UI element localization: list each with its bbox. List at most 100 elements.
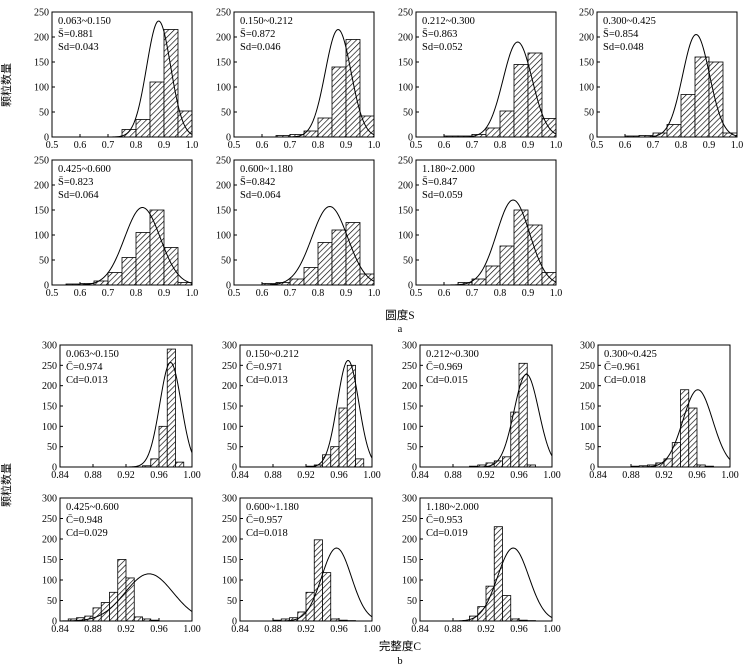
y-tick-label: 50 <box>47 596 57 607</box>
x-tick-label: 0.96 <box>510 470 528 481</box>
histogram-bar <box>666 124 682 138</box>
mean-label: S̄=0.854 <box>603 28 639 40</box>
y-tick-label: 200 <box>222 535 237 546</box>
y-tick-label: 250 <box>216 8 231 19</box>
x-tick-label: 0.7 <box>102 140 115 151</box>
y-tick-label: 100 <box>42 576 57 587</box>
std-dev-label: Cd=0.019 <box>426 528 468 539</box>
histogram-bar <box>499 110 515 138</box>
histogram-bar <box>92 607 102 622</box>
y-tick-label: 50 <box>584 108 594 119</box>
mean-label: C̄=0.957 <box>246 514 283 526</box>
x-tick-label: 1.0 <box>550 140 563 151</box>
plot-frame <box>415 11 557 138</box>
size-range-label: 0.300~0.425 <box>603 16 656 27</box>
x-tick-label: 0.92 <box>117 624 135 635</box>
mean-label: S̄=0.823 <box>58 176 93 188</box>
x-tick-label: 0.7 <box>647 140 660 151</box>
histogram-bar <box>313 539 323 622</box>
size-range-label: 1.180~2.000 <box>422 164 475 175</box>
x-tick-label: 0.88 <box>84 470 102 481</box>
x-tick-label: 0.88 <box>84 624 102 635</box>
y-tick-label: 100 <box>402 422 417 433</box>
x-tick-label: 0.96 <box>330 624 348 635</box>
y-tick-label: 250 <box>216 156 231 167</box>
mean-label: C̄=0.969 <box>426 361 463 373</box>
x-tick-label: 0.92 <box>477 470 495 481</box>
x-tick-label: 1.0 <box>186 288 199 299</box>
size-range-label: 0.425~0.600 <box>58 164 111 175</box>
x-tick-label: 1.00 <box>363 624 381 635</box>
histogram-panel-4: 0 50 100 150 200 250 0.5 0.6 0.7 0.8 0.9 1.0 0.300~0… <box>579 8 743 152</box>
y-tick-label: 100 <box>216 83 231 94</box>
y-tick-label: 0 <box>52 463 57 474</box>
histogram-bar <box>125 577 135 622</box>
histogram-bar <box>303 267 319 286</box>
y-tick-label: 100 <box>580 422 595 433</box>
std-dev-label: Sd=0.052 <box>422 42 463 53</box>
y-tick-label: 100 <box>398 231 413 242</box>
histogram-bar <box>485 127 501 138</box>
y-tick-label: 0 <box>52 617 57 628</box>
x-tick-label: 0.84 <box>231 624 249 635</box>
x-tick-label: 1.00 <box>183 624 201 635</box>
histogram-bar <box>680 94 696 138</box>
x-tick-label: 0.9 <box>522 140 535 151</box>
y-tick-label: 250 <box>402 514 417 525</box>
y-tick-label: 50 <box>39 108 49 119</box>
panel-a-label: a <box>398 324 403 335</box>
x-tick-label: 0.6 <box>438 140 451 151</box>
x-tick-label: 0.8 <box>312 288 325 299</box>
y-tick-label: 0 <box>226 133 231 144</box>
histogram-panel-13: 0 50 100 150 200 250 300 0.84 0.88 0.92 0.96 1.00 0.… <box>222 494 381 636</box>
y-tick-label: 200 <box>579 33 594 44</box>
x-tick-label: 0.6 <box>619 140 632 151</box>
x-tick-label: 1.00 <box>543 470 561 481</box>
x-tick-label: 0.6 <box>74 288 87 299</box>
std-dev-label: Cd=0.018 <box>246 528 288 539</box>
size-range-label: 0.212~0.300 <box>426 349 479 360</box>
histogram-bar <box>158 425 168 468</box>
x-tick-label: 0.7 <box>466 140 479 151</box>
mean-label: C̄=0.971 <box>246 361 283 373</box>
y-tick-label: 0 <box>232 617 237 628</box>
histogram-bar <box>355 458 365 468</box>
y-tick-label: 250 <box>34 8 49 19</box>
y-tick-label: 100 <box>42 422 57 433</box>
histogram-bar <box>107 272 123 286</box>
x-tick-label: 0.5 <box>410 288 423 299</box>
y-tick-label: 50 <box>407 596 417 607</box>
std-dev-label: Cd=0.018 <box>604 375 646 386</box>
histogram-bar <box>688 407 698 468</box>
histogram-bar <box>513 64 529 138</box>
histogram-bar <box>317 117 333 138</box>
y-tick-label: 0 <box>44 281 49 292</box>
histogram-bar <box>117 559 127 622</box>
y-tick-label: 150 <box>398 58 413 69</box>
x-tick-label: 0.5 <box>228 288 241 299</box>
y-tick-label: 300 <box>402 494 417 505</box>
x-tick-label: 0.88 <box>444 624 462 635</box>
std-dev-label: Cd=0.015 <box>426 375 468 386</box>
x-tick-label: 0.9 <box>340 288 353 299</box>
y-tick-label: 250 <box>42 514 57 525</box>
x-tick-label: 0.8 <box>130 140 143 151</box>
histogram-bar <box>499 245 515 286</box>
size-range-label: 0.150~0.212 <box>240 16 293 27</box>
x-tick-label: 1.00 <box>721 470 739 481</box>
y-tick-label: 250 <box>398 8 413 19</box>
y-tick-label: 300 <box>222 494 237 505</box>
x-tick-label: 0.92 <box>477 624 495 635</box>
y-tick-label: 50 <box>227 596 237 607</box>
histogram-bar <box>331 229 347 286</box>
y-tick-label: 150 <box>222 402 237 413</box>
histogram-bar <box>149 209 165 286</box>
histogram-bar <box>166 348 176 468</box>
histogram-panel-11: 0 50 100 150 200 250 300 0.84 0.88 0.92 0.96 1.00 0.… <box>580 341 739 482</box>
histogram-bar <box>322 572 332 622</box>
y-tick-label: 100 <box>402 576 417 587</box>
y-tick-label: 250 <box>34 156 49 167</box>
x-tick-label: 0.7 <box>102 288 115 299</box>
mean-label: C̄=0.974 <box>66 361 103 373</box>
histogram-bar <box>518 362 528 468</box>
